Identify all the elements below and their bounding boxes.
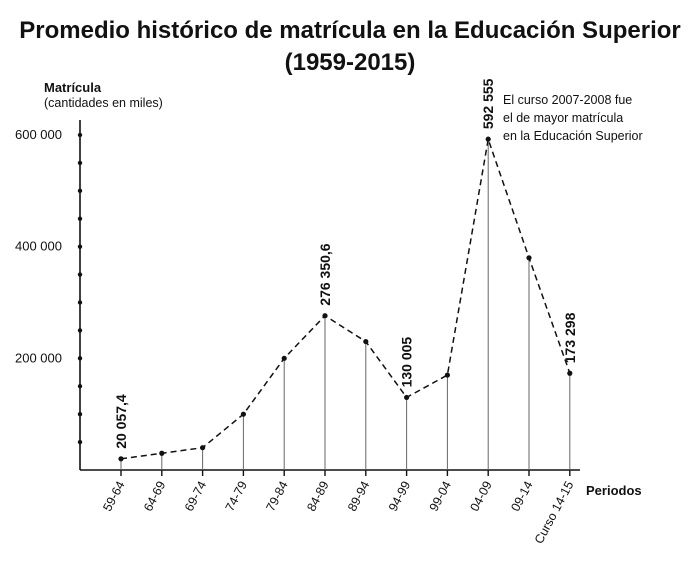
data-point [322,313,328,319]
y-axis-title: Matrícula [44,80,102,95]
y-axis-tick-dot [77,384,83,389]
data-point [240,411,246,417]
annotation-line: El curso 2007-2008 fue [503,93,632,107]
y-axis-tick-dot [77,244,83,249]
data-point [281,355,287,361]
x-tick-label: 04-09 [467,479,494,514]
plot-area: 200 000 400 000 600 000 20 057,4 276 350,6 13… [15,78,580,546]
y-axis-tick-dot [77,272,83,277]
data-point [444,372,450,378]
data-point [526,255,532,261]
data-label: 20 057,4 [113,394,129,449]
series-line [120,138,571,460]
x-tick-label: 74-79 [223,479,250,514]
data-point [159,450,165,456]
y-axis-tick-dot [77,300,83,305]
x-tick-label: 94-99 [386,479,413,514]
data-label: 592 555 [480,78,496,129]
chart-subtitle: (1959-2015) [285,49,416,76]
annotation-line: en la Educación Superior [503,129,643,143]
x-tick-label: 59-64 [100,479,127,514]
y-axis-tick-dot [77,188,83,194]
annotation-line: el de mayor matrícula [503,111,623,125]
chart-annotation: El curso 2007-2008 fue el de mayor matrí… [503,93,643,143]
x-tick-label: 89-94 [345,479,372,514]
y-axis-tick-dot [77,216,83,221]
x-tick-label: 79-84 [263,479,290,514]
y-tick-label: 200 000 [15,350,62,365]
data-point [363,338,369,345]
y-axis-tick-dot [77,328,83,333]
y-axis-tick-dot [77,411,83,417]
y-axis-tick-dot [77,132,83,138]
data-label: 130 005 [399,337,415,388]
x-tick-label: 99-04 [427,479,454,514]
data-point [485,136,491,142]
x-tick-label: 09-14 [508,479,535,514]
y-axis-tick-dot [77,439,83,445]
data-label: 276 350,6 [317,243,333,305]
x-axis-title: Periodos [586,483,642,498]
data-point [200,445,206,451]
data-point [567,370,573,376]
y-axis-subtitle: (cantidades en miles) [44,96,163,110]
chart-title: Promedio histórico de matrícula en la Ed… [19,17,681,44]
y-axis-tick-dot [77,160,83,166]
x-tick-label: 84-89 [304,479,331,514]
data-point [404,394,410,401]
x-tick-label: 64-69 [141,479,168,514]
data-label: 173 298 [562,312,578,363]
x-tick-label: Curso 14-15 [532,479,577,546]
x-tick-label: 69-74 [182,479,209,514]
y-tick-label: 400 000 [15,239,62,254]
y-tick-label: 600 000 [15,127,62,142]
data-point [118,456,124,462]
y-axis-tick-dot [77,356,83,361]
